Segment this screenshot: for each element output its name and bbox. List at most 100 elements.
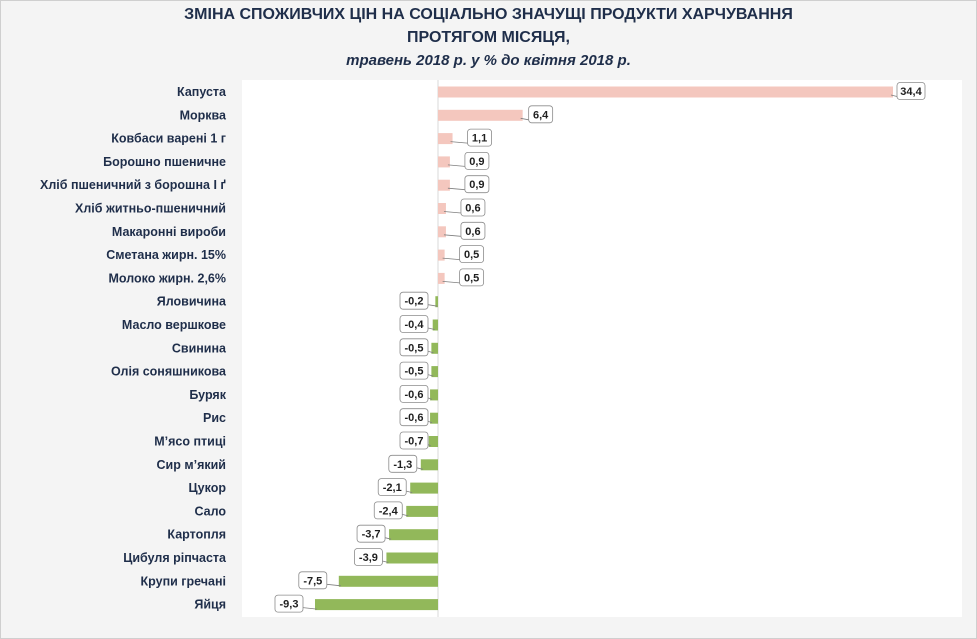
data-label-leader xyxy=(416,467,423,470)
data-label-box xyxy=(459,268,485,287)
bar xyxy=(438,156,450,168)
category-label: Буряк xyxy=(189,388,226,402)
data-label: 0,9 xyxy=(469,156,484,168)
category-label: Борошно пшеничне xyxy=(103,155,226,169)
chart-title-line1: ЗМІНА СПОЖИВЧИХ ЦІН НА СОЦІАЛЬНО ЗНАЧУЩІ… xyxy=(184,6,793,23)
data-label-leader xyxy=(520,117,529,121)
bar xyxy=(431,366,438,378)
category-label: Яйця xyxy=(194,598,226,612)
data-label: -0,7 xyxy=(405,436,424,448)
bar xyxy=(432,319,438,331)
data-label-box xyxy=(528,105,554,124)
category-label: Яловичина xyxy=(157,295,227,309)
data-label: -3,7 xyxy=(362,529,381,541)
data-label-box xyxy=(460,221,486,240)
category-label: Молоко жирн. 2,6% xyxy=(108,271,226,285)
data-label-box xyxy=(464,151,490,170)
bar xyxy=(430,412,438,424)
data-label-box xyxy=(399,431,429,450)
data-label-leader xyxy=(427,350,434,354)
data-label-leader xyxy=(890,94,898,97)
data-label-box xyxy=(399,315,429,333)
data-label-leader xyxy=(442,257,460,260)
bar xyxy=(438,272,445,284)
data-label-box xyxy=(399,384,429,403)
data-label-box xyxy=(399,291,429,310)
data-label: 0,5 xyxy=(464,249,479,261)
data-label-leader xyxy=(384,537,392,540)
bar xyxy=(435,296,438,308)
bar xyxy=(389,529,438,541)
data-label: -0,5 xyxy=(405,366,424,378)
bar xyxy=(438,133,453,145)
data-label-box xyxy=(399,361,429,380)
bar xyxy=(438,226,446,238)
category-label: Свинина xyxy=(172,341,227,355)
category-label: Сир м’який xyxy=(157,458,226,472)
data-label: -9,3 xyxy=(280,599,299,611)
data-label: -7,5 xyxy=(303,575,322,587)
data-label-box xyxy=(467,128,492,147)
data-label-box xyxy=(356,524,386,543)
data-label: 34,4 xyxy=(900,86,922,98)
data-label: 0,6 xyxy=(465,203,480,215)
category-label: Хліб житньо-пшеничний xyxy=(75,202,226,216)
bar xyxy=(314,599,438,611)
category-label: Цибуля ріпчаста xyxy=(123,551,227,565)
data-label: 0,6 xyxy=(465,226,480,238)
data-label-leader xyxy=(450,141,468,144)
data-label-leader xyxy=(447,164,465,167)
bar xyxy=(338,575,438,587)
data-label: -0,6 xyxy=(405,412,424,424)
data-label-leader xyxy=(427,304,438,307)
data-label: -2,4 xyxy=(379,505,399,517)
category-label: Цукор xyxy=(189,481,227,495)
data-label-leader xyxy=(382,560,389,563)
data-label-box xyxy=(373,501,403,520)
data-label-leader xyxy=(427,444,431,447)
data-label-leader xyxy=(427,327,435,330)
category-label: Сало xyxy=(194,504,226,518)
data-label-box xyxy=(399,338,429,357)
data-label-leader xyxy=(427,397,433,400)
data-label: 1,1 xyxy=(472,133,487,145)
data-label-leader xyxy=(443,234,461,237)
data-label: -1,3 xyxy=(393,459,412,471)
data-label: 6,4 xyxy=(533,109,549,121)
bar xyxy=(438,86,893,98)
data-label: -3,9 xyxy=(359,552,378,564)
data-label: -0,2 xyxy=(405,296,424,308)
category-label: Ковбаси варені 1 г xyxy=(111,132,226,146)
data-label-leader xyxy=(447,187,465,191)
data-label-box xyxy=(460,198,486,217)
category-label: Олія соняшникова xyxy=(111,365,227,379)
data-label-box xyxy=(298,571,328,590)
data-label-box xyxy=(399,408,429,427)
bar xyxy=(438,249,445,261)
data-label: -0,5 xyxy=(405,342,424,354)
category-label: М’ясо птиці xyxy=(154,435,226,449)
category-label: Хліб пшеничний з борошна І ґ xyxy=(40,178,226,192)
data-label-leader xyxy=(402,514,409,517)
data-label-box xyxy=(388,454,418,473)
chart-subtitle: травень 2018 р. у % до квітня 2018 р. xyxy=(346,52,631,69)
data-label-leader xyxy=(406,490,413,493)
category-label: Морква xyxy=(180,108,227,122)
category-label: Капуста xyxy=(177,85,227,99)
data-label: 0,9 xyxy=(469,179,484,191)
plot-area xyxy=(242,80,962,617)
data-label: -0,4 xyxy=(405,319,425,331)
bar xyxy=(406,505,438,517)
bar xyxy=(438,203,446,214)
data-label-box xyxy=(274,594,304,613)
bar xyxy=(431,342,438,354)
bar xyxy=(430,389,438,401)
data-label-box xyxy=(464,175,490,194)
data-label-box xyxy=(354,548,383,566)
category-label: Рис xyxy=(203,411,226,425)
category-label: Сметана жирн. 15% xyxy=(106,248,226,262)
bar xyxy=(438,179,450,191)
data-label: 0,5 xyxy=(464,272,479,284)
bar xyxy=(410,482,438,494)
